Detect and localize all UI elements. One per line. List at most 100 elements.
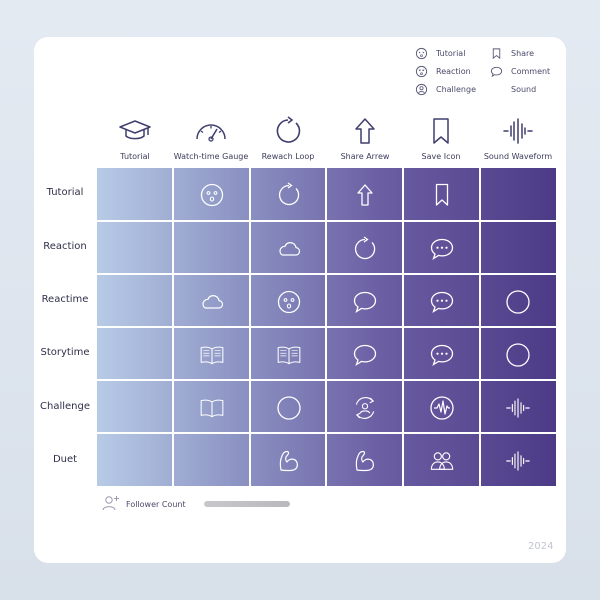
legend-label: Share (511, 49, 535, 58)
grid-cell (480, 434, 556, 487)
gauge-icon (196, 124, 226, 142)
add-follower-icon (102, 496, 119, 511)
circle-icon (277, 395, 301, 420)
row-header-challenge: Challenge (40, 401, 90, 412)
chat-dots-icon (430, 291, 454, 313)
flexed-arm-icon (279, 450, 298, 471)
speech-bubble-icon (353, 291, 377, 313)
grid-cell (174, 381, 250, 434)
grid-cell (327, 222, 403, 275)
row-header-tutorial: Tutorial (46, 187, 84, 198)
column-label: Rewach Loop (261, 152, 315, 161)
person-icon (415, 83, 428, 96)
column-label: Tutorial (120, 152, 150, 161)
grid-cell (404, 328, 480, 381)
surprised-face-icon (200, 183, 224, 206)
circle-icon (506, 342, 530, 367)
grid-cell (174, 168, 250, 221)
legend-label: Comment (511, 67, 551, 76)
column-header-watch-time-gauge: Watch-time Gauge (172, 116, 250, 161)
surprised-face-icon (277, 290, 301, 313)
follower-count-bar-fill (204, 501, 290, 507)
column-header-share-arrew: Share Arrew (326, 116, 404, 161)
open-book-icon (200, 346, 224, 364)
grid-cell (327, 328, 403, 381)
grid-divider (97, 220, 556, 222)
grid-cell (327, 275, 403, 328)
legend-label: Challenge (436, 85, 476, 94)
waveform-icon (503, 118, 533, 144)
chat-dots-icon (430, 344, 454, 366)
grid-cell (404, 275, 480, 328)
grid-cell (404, 168, 480, 221)
people-icon (430, 451, 454, 470)
column-label: Share Arrew (340, 152, 390, 161)
legend-item-challenge: Challenge (415, 83, 476, 96)
grid-cell (327, 168, 403, 221)
dizzy-face-icon (415, 65, 428, 78)
grid-cell (327, 381, 403, 434)
legend-item-comment: Comment (490, 65, 550, 78)
row-header-duet: Duet (52, 454, 78, 465)
speech-bubble-icon (353, 344, 377, 366)
grid-cell (251, 168, 327, 221)
graduation-cap-icon (119, 120, 151, 140)
grid-divider (97, 273, 556, 275)
legend-item-sound: Sound (490, 83, 536, 96)
legend-item-reaction: Reaction (415, 65, 471, 78)
column-header-tutorial: Tutorial (96, 116, 174, 161)
flexed-arm-icon (355, 450, 374, 471)
column-header-sound-waveform: Sound Waveform (479, 116, 557, 161)
bookmark-icon (435, 183, 449, 206)
grid-cell (251, 381, 327, 434)
cloud-icon (202, 294, 224, 309)
grid-cell (480, 275, 556, 328)
blank-icon (490, 83, 503, 96)
matrix-grid (97, 168, 556, 486)
arrow-up-icon (357, 183, 373, 206)
person-loop-icon (355, 396, 375, 419)
grid-divider (97, 326, 556, 328)
open-book-icon (277, 346, 301, 364)
waveform-icon (506, 397, 530, 418)
loop-icon (354, 235, 376, 259)
grid-cell (174, 275, 250, 328)
legend-item-tutorial: Tutorial (415, 47, 465, 60)
surprised-face-icon (415, 47, 428, 60)
row-header-storytime: Storytime (40, 347, 90, 358)
bookmark-icon (433, 118, 449, 144)
grid-cell (174, 328, 250, 381)
bookmark-icon (492, 48, 501, 60)
arrow-up-icon (355, 118, 375, 144)
grid-cell (480, 381, 556, 434)
pulse-icon (430, 395, 454, 420)
year-label: 2024 (528, 541, 554, 552)
grid-cell (251, 434, 327, 487)
cloud-icon (279, 241, 301, 256)
grid-cell (404, 222, 480, 275)
grid-cell (404, 434, 480, 487)
legend-label: Tutorial (436, 49, 466, 58)
grid-cell (251, 328, 327, 381)
circle-icon (506, 289, 530, 314)
column-header-save-icon: Save Icon (402, 116, 480, 161)
column-label: Watch-time Gauge (173, 152, 249, 161)
column-header-rewach-loop: Rewach Loop (249, 116, 327, 161)
row-header-reactime: Reactime (41, 294, 89, 305)
open-book-icon (200, 399, 224, 417)
speech-bubble-icon (490, 66, 503, 78)
waveform-icon (506, 450, 530, 471)
column-label: Save Icon (421, 152, 461, 161)
legend-label: Sound (511, 85, 537, 94)
follower-count-bar (204, 501, 290, 507)
grid-cell (251, 222, 327, 275)
legend: Tutorial Share Reaction Comment Challeng… (415, 47, 555, 103)
grid-cell (327, 434, 403, 487)
grid-divider (97, 379, 556, 381)
row-header-reaction: Reaction (43, 241, 87, 252)
grid-cell (480, 328, 556, 381)
grid-cell (404, 381, 480, 434)
legend-label: Reaction (436, 67, 471, 76)
follower-count-label: Follower Count (126, 500, 186, 509)
grid-cell (251, 275, 327, 328)
